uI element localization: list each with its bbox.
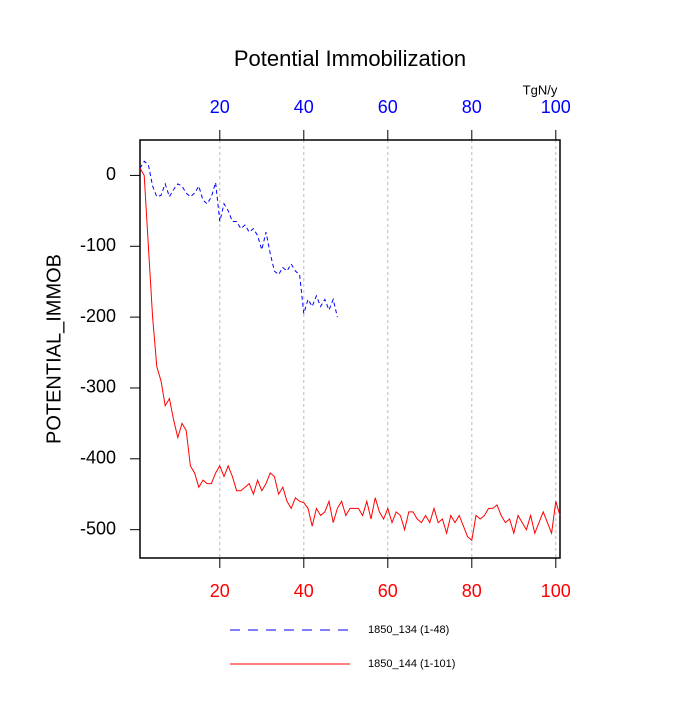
y-tick-label: -300 xyxy=(80,377,116,397)
y-axis-label: POTENTIAL_IMMOB xyxy=(43,254,65,444)
y-tick-label: -200 xyxy=(80,306,116,326)
chart-title: Potential Immobilization xyxy=(234,46,466,71)
x2-tick-label: 40 xyxy=(294,97,314,117)
y-tick-label: -100 xyxy=(80,235,116,255)
legend-label: 1850_144 (1-101) xyxy=(368,658,455,670)
data-line xyxy=(139,160,338,318)
y-tick-label: -400 xyxy=(80,448,116,468)
data-line xyxy=(139,168,561,542)
x-tick-label: 40 xyxy=(294,581,314,601)
x2-tick-label: 60 xyxy=(378,97,398,117)
x-tick-label: 100 xyxy=(541,581,571,601)
x2-unit: TgN/y xyxy=(523,82,558,97)
y-tick-label: -500 xyxy=(80,518,116,538)
y-tick-label: 0 xyxy=(106,164,116,184)
x-tick-label: 60 xyxy=(378,581,398,601)
x-tick-label: 20 xyxy=(210,581,230,601)
legend-label: 1850_134 (1-48) xyxy=(368,624,449,636)
plot-frame xyxy=(139,139,561,559)
x2-tick-label: 20 xyxy=(210,97,230,117)
x2-tick-label: 100 xyxy=(541,97,571,117)
x-tick-label: 80 xyxy=(462,581,482,601)
x2-tick-label: 80 xyxy=(462,97,482,117)
